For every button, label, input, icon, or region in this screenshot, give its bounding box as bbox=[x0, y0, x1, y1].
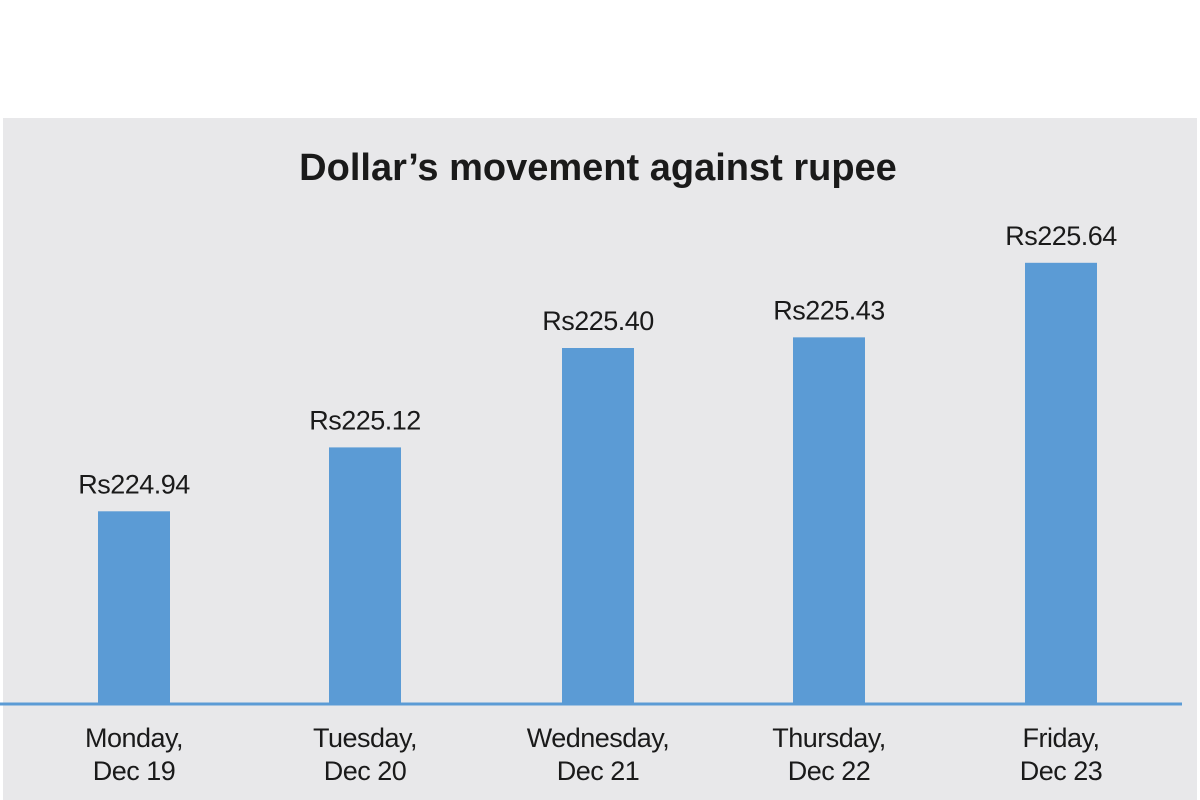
x-tick-label-line: Thursday, bbox=[772, 723, 886, 753]
x-tick-label-line: Wednesday, bbox=[527, 723, 670, 753]
x-tick-label: Thursday, Dec 22 bbox=[772, 723, 886, 786]
x-tick-label-line: Dec 19 bbox=[93, 756, 176, 786]
value-label: Rs225.40 bbox=[542, 306, 654, 336]
value-label: Rs225.43 bbox=[773, 295, 885, 325]
chart-title: Dollar’s movement against rupee bbox=[299, 147, 897, 189]
x-tick-label: Monday, Dec 19 bbox=[85, 723, 183, 786]
x-tick-label-line: Dec 22 bbox=[788, 756, 871, 786]
x-tick-label: Tuesday, Dec 20 bbox=[313, 723, 417, 786]
value-label: Rs224.94 bbox=[78, 469, 190, 499]
x-tick-label: Wednesday, Dec 21 bbox=[527, 723, 670, 786]
bar bbox=[329, 447, 401, 703]
value-label: Rs225.64 bbox=[1005, 221, 1117, 251]
x-tick-label-line: Tuesday, bbox=[313, 723, 417, 753]
x-tick-label-line: Friday, bbox=[1022, 723, 1099, 753]
bar bbox=[793, 337, 865, 703]
bar bbox=[98, 511, 170, 703]
x-tick-label-line: Dec 20 bbox=[324, 756, 407, 786]
x-tick-label-line: Dec 21 bbox=[557, 756, 640, 786]
x-tick-label-line: Monday, bbox=[85, 723, 183, 753]
x-tick-label: Friday, Dec 23 bbox=[1020, 723, 1103, 786]
x-tick-label-line: Dec 23 bbox=[1020, 756, 1103, 786]
bar bbox=[562, 348, 634, 703]
bar bbox=[1025, 262, 1097, 703]
value-label: Rs225.12 bbox=[309, 406, 421, 436]
